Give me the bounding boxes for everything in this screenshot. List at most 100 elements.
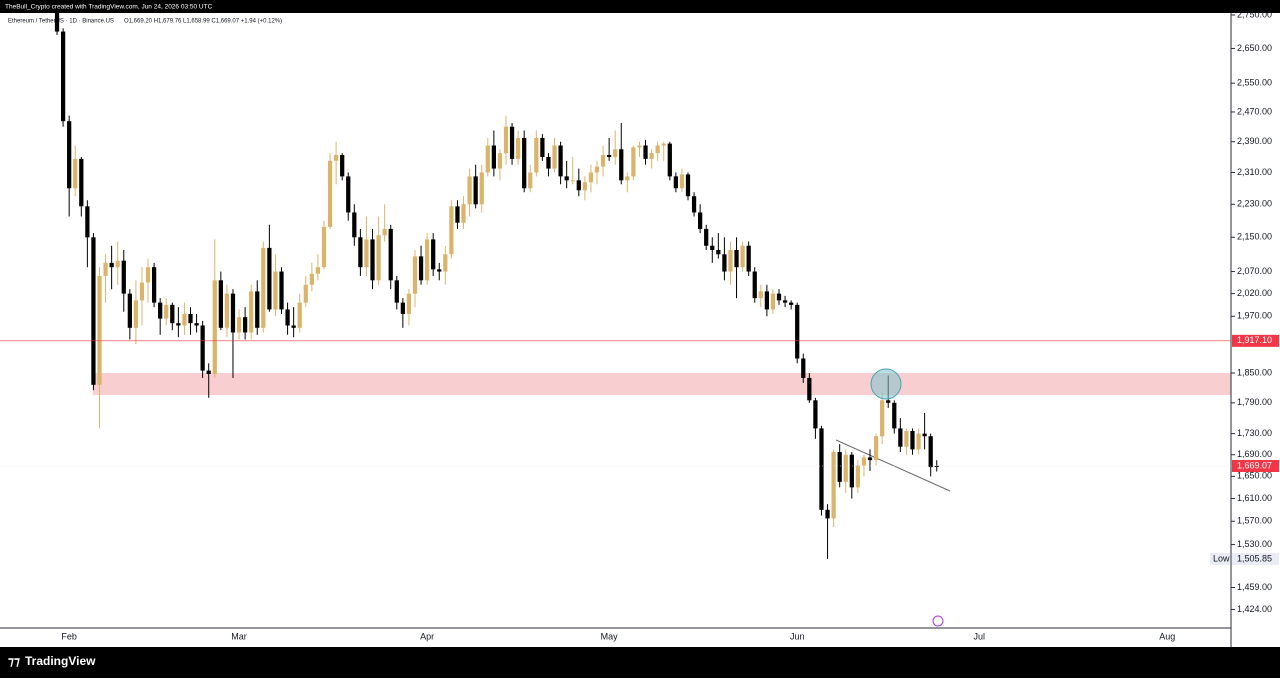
candle-body [406,293,412,314]
y-tick-label: 1,459.00 [1237,582,1272,592]
candle-body [388,228,393,281]
credit: TheBull_Crypto created with TradingView.… [5,4,213,11]
candle-body [91,237,96,385]
candle-body [279,271,284,310]
candle-body [825,509,830,519]
y-tick-label: 1,690.00 [1237,449,1272,459]
candle-body [60,31,66,122]
candle-body [455,206,460,223]
candle-body [722,254,727,272]
candle-body [164,304,169,319]
candles [54,13,939,559]
candle-body [740,245,745,268]
candle-body [291,325,296,328]
candle-body [770,293,776,310]
candle-body [382,228,387,236]
candle-body [424,239,430,281]
candle-body [704,228,709,246]
last-price-label: 1,669.07 [1237,460,1272,470]
candle-body [849,454,854,488]
candle-body [898,428,903,447]
candle-body [916,433,921,450]
candle-body [309,273,314,285]
x-tick-label: Feb [61,631,77,641]
candle-body [333,155,339,161]
y-tick-label: 1,790.00 [1237,397,1272,407]
candle-body [594,166,600,173]
candle-body [230,293,236,333]
low-tag: Low [1213,553,1230,563]
y-tick-label: 2,020.00 [1237,288,1272,298]
candle-body [273,271,278,310]
low-price-box [1232,552,1279,565]
candle-body [528,172,533,189]
logo-mark: ⁊⁊ [8,654,20,668]
candle-body [892,402,897,429]
candle-body [752,271,757,299]
brand: TradingView [25,654,96,668]
candle-body [643,145,648,159]
candle-body [218,280,223,328]
candle-body [534,137,539,173]
candle-body [267,247,272,310]
candle-body [558,145,563,177]
candle-body [364,239,369,268]
candle-body [758,291,763,299]
candle-body [261,247,266,328]
y-tick-label: 2,070.00 [1237,266,1272,276]
candle-body [904,430,909,447]
candle-body [831,452,836,519]
candle-body [910,430,915,450]
candle-body [176,323,181,326]
candle-body [461,204,466,223]
candle-body [115,260,120,268]
candle-body [540,137,545,157]
candle-body [776,293,782,301]
low-price-label: 1,505.85 [1237,553,1272,563]
candle-body [582,182,587,191]
candle-body [649,153,654,159]
candle-body [194,323,199,326]
candle-body [880,400,885,437]
candle-body [376,235,381,281]
candle-body [127,293,132,328]
candle-body [509,126,515,159]
candle-body [570,180,575,182]
candle-body [922,433,927,437]
candle-body [145,267,151,283]
y-tick-label: 2,470.00 [1237,106,1272,116]
candle-body [321,226,327,268]
candle-body [206,370,211,375]
candle-body [485,145,490,173]
candle-body [491,145,496,169]
candle-body [795,304,800,359]
candle-body [855,465,861,488]
symbol: Ethereum / TetherUS · 1D · Binance.US [8,19,114,25]
candle-body [358,237,363,268]
candle-body [85,206,90,238]
candle-body [346,176,351,213]
candle-body [315,267,321,274]
candle-body [661,143,666,146]
candle-body [200,325,205,371]
candle-body [139,282,145,301]
candle-body [503,126,509,154]
event-icon [932,615,944,627]
candle-body [928,436,933,468]
candle-body [303,284,308,303]
candle-body [667,143,672,177]
candle-body [242,317,248,333]
candle-body [934,465,939,467]
candle-body [685,174,691,197]
candle-body [625,176,630,181]
candle-body [789,302,794,305]
candle-body [764,291,769,310]
candle-body [497,153,503,169]
candle-body [655,145,660,154]
candle-body [613,149,618,157]
candle-body [418,256,424,281]
candle-body [121,260,126,294]
candle-body [819,428,824,510]
candle-body [79,158,84,207]
